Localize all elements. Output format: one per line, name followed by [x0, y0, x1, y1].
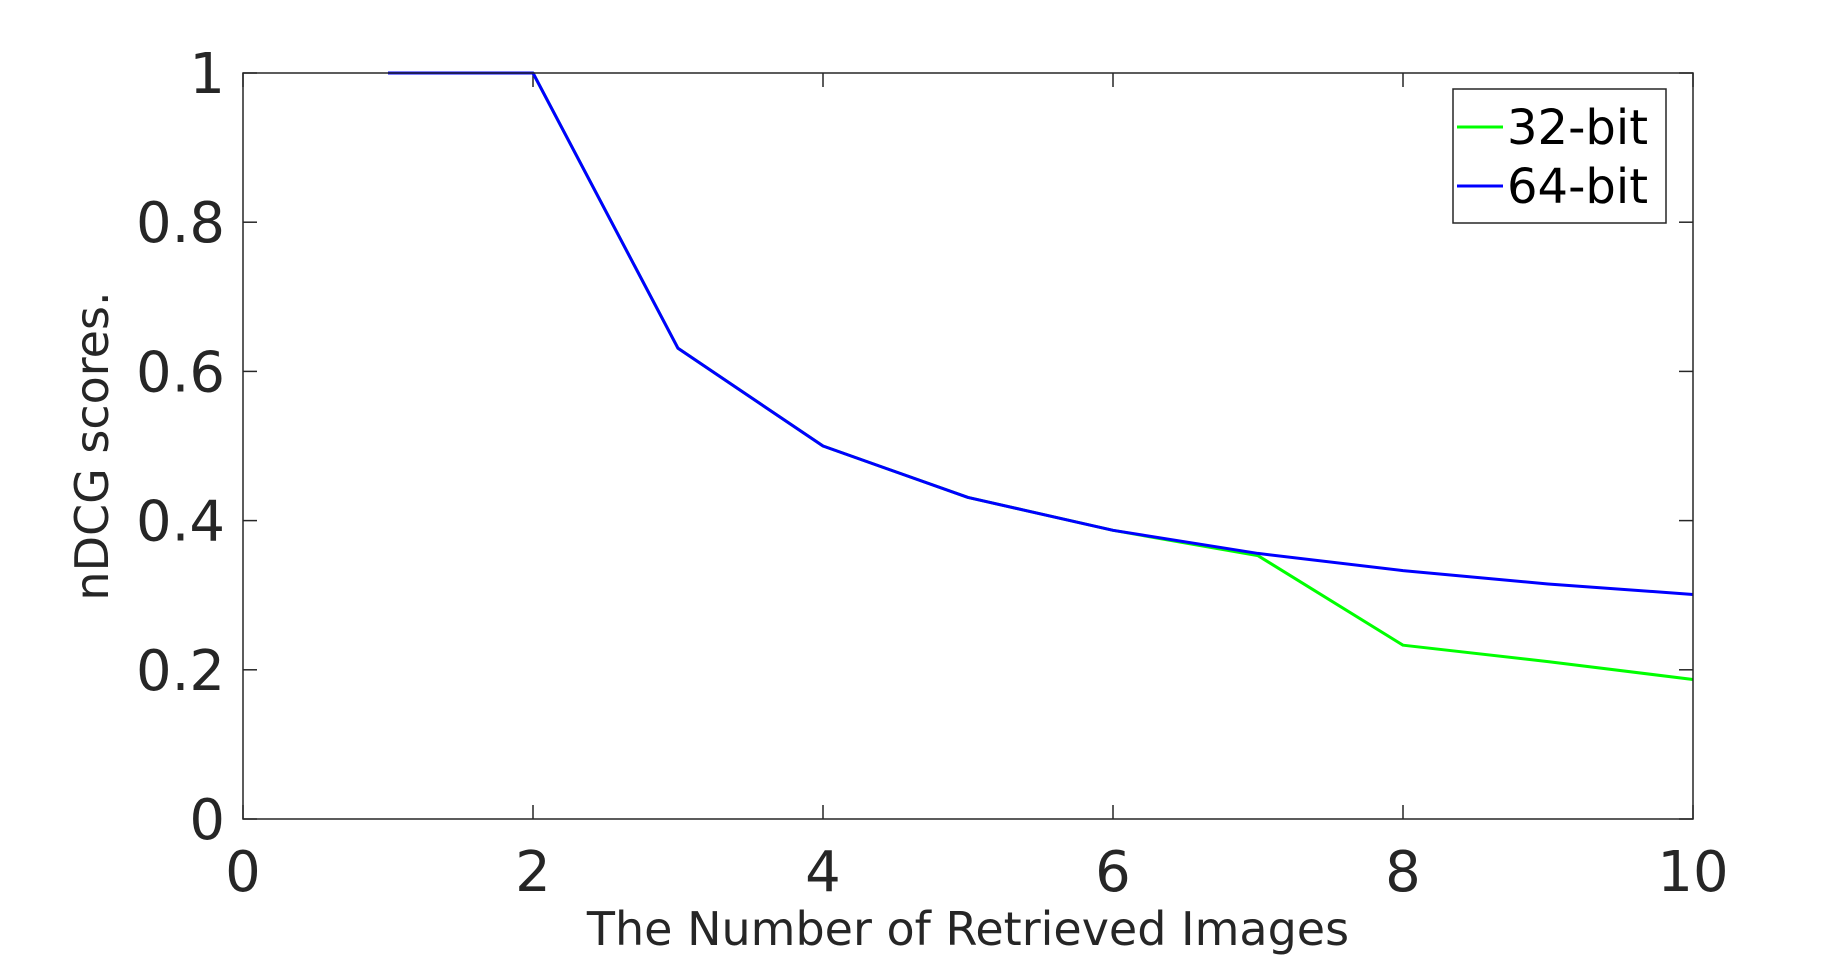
y-tick-label: 0.6	[136, 340, 225, 405]
legend-label: 32-bit	[1507, 100, 1648, 156]
y-axis-title: nDCG scores.	[65, 291, 119, 600]
x-tick-label: 2	[515, 840, 551, 905]
x-tick-label: 8	[1385, 840, 1421, 905]
x-tick-label: 10	[1657, 840, 1728, 905]
x-axis-title: The Number of Retrieved Images	[586, 902, 1349, 956]
y-tick-label: 1	[189, 42, 225, 107]
y-tick-label: 0.2	[136, 639, 225, 704]
y-tick-label: 0.8	[136, 191, 225, 256]
y-tick-label: 0	[189, 788, 225, 853]
legend-label: 64-bit	[1507, 159, 1648, 215]
x-tick-label: 6	[1095, 840, 1131, 905]
x-tick-label: 4	[805, 840, 841, 905]
y-tick-label: 0.4	[136, 490, 225, 555]
x-tick-label: 0	[225, 840, 261, 905]
